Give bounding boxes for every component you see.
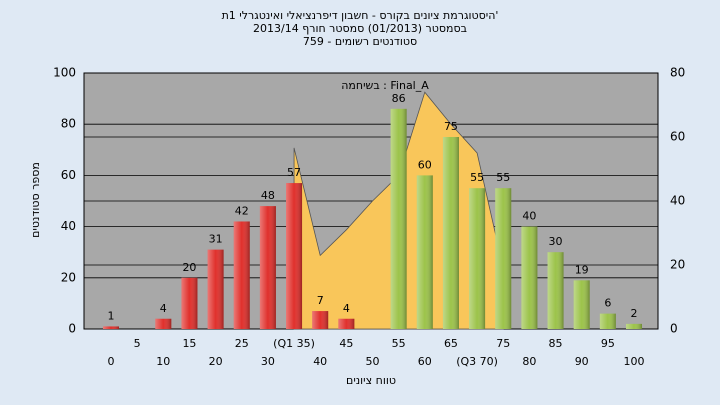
y2-tick-label: 80	[670, 66, 685, 80]
bar-shade	[521, 226, 538, 329]
bar-shade	[338, 318, 355, 329]
x-tick-label: 90	[575, 355, 589, 368]
x-axis-label: טווח ציונים	[346, 374, 396, 387]
bar-shade	[469, 188, 486, 329]
y2-tick-label: 0	[670, 322, 678, 336]
title-line: סטודנטים רשומים - 759	[303, 35, 417, 48]
x-tick-label: 65	[444, 337, 458, 350]
x-tick-label: (Q3 70)	[456, 355, 498, 368]
y-tick-label: 0	[68, 322, 76, 336]
x-tick-label: 95	[601, 337, 615, 350]
y2-tick-label: 40	[670, 194, 685, 208]
x-tick-label: 85	[549, 337, 563, 350]
value-label: 55	[496, 171, 510, 184]
value-label: 4	[343, 302, 350, 315]
x-tick-label: 25	[235, 337, 249, 350]
bar-shade	[573, 280, 590, 329]
y-axis-label: מספר סטודנטים	[29, 162, 42, 238]
x-tick-label: 10	[156, 355, 170, 368]
x-tick-label: (Q1 35)	[273, 337, 315, 350]
bar-shade	[286, 183, 303, 329]
value-label: 57	[287, 166, 301, 179]
y-tick-label: 80	[61, 117, 76, 131]
x-tick-label: 40	[313, 355, 327, 368]
x-tick-label: 0	[108, 355, 115, 368]
bar-shade	[390, 108, 407, 329]
value-label: 1	[108, 309, 115, 322]
value-label: 40	[522, 210, 536, 223]
bar-shade	[259, 206, 276, 329]
bar-shade	[155, 318, 172, 329]
x-tick-label: 75	[496, 337, 510, 350]
bar-shade	[207, 249, 224, 329]
value-label: 55	[470, 171, 484, 184]
x-tick-label: 15	[182, 337, 196, 350]
title-line: בסמסטר (01/2013) סמסטר חורף 2013/14	[253, 22, 467, 35]
bar-shade	[442, 137, 459, 329]
bar-shade	[181, 277, 198, 329]
y-tick-label: 20	[61, 270, 76, 284]
value-label: 2	[631, 307, 638, 320]
legend-text: בשיחמה : Final_A	[341, 79, 429, 92]
x-tick-label: 5	[134, 337, 141, 350]
x-tick-label: 55	[392, 337, 406, 350]
value-label: 7	[317, 294, 324, 307]
x-tick-label: 45	[339, 337, 353, 350]
bar-shade	[416, 175, 433, 329]
y2-tick-label: 20	[670, 258, 685, 272]
bar-shade	[547, 252, 564, 329]
y-tick-label: 100	[53, 66, 76, 80]
value-label: 4	[160, 302, 167, 315]
bar-shade	[599, 313, 616, 329]
bar-shade	[103, 326, 119, 329]
value-label: 48	[261, 189, 275, 202]
value-label: 19	[575, 263, 589, 276]
x-tick-label: 20	[209, 355, 223, 368]
value-label: 42	[235, 204, 249, 217]
value-label: 6	[604, 297, 611, 310]
value-label: 20	[182, 261, 196, 274]
bar-shade	[626, 323, 642, 329]
y2-tick-label: 60	[670, 130, 685, 144]
x-tick-label: 50	[366, 355, 380, 368]
x-tick-label: 80	[522, 355, 536, 368]
y-tick-label: 40	[61, 219, 76, 233]
value-label: 31	[209, 233, 223, 246]
value-label: 60	[418, 158, 432, 171]
value-label: 86	[392, 92, 406, 105]
y-tick-label: 60	[61, 168, 76, 182]
bar-shade	[495, 188, 512, 329]
value-label: 30	[549, 235, 563, 248]
x-tick-label: 30	[261, 355, 275, 368]
bar-shade	[233, 221, 250, 329]
value-label: 75	[444, 120, 458, 133]
x-tick-label: 100	[624, 355, 645, 368]
bar-shade	[312, 311, 329, 329]
x-tick-label: 60	[418, 355, 432, 368]
title-line: היסטוגרמת ציונים בקורס - חשבון דיפרנציאל…	[222, 9, 499, 22]
